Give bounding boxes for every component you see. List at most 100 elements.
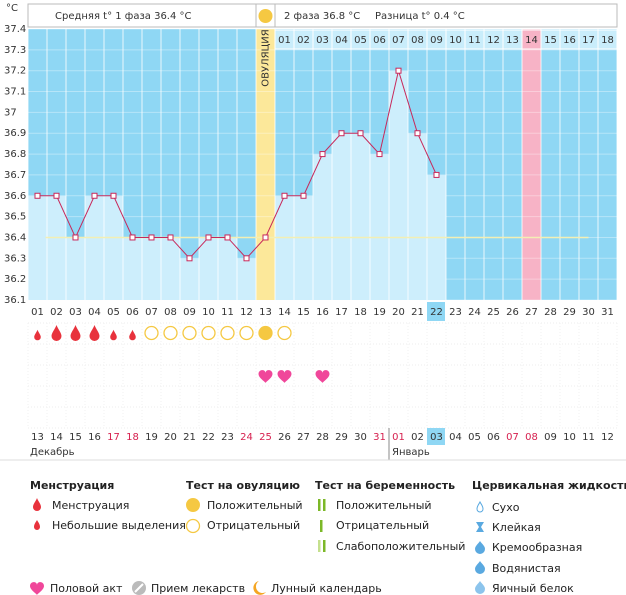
ovulation-sun [258,9,273,23]
x-tick-label: 09 [183,307,196,318]
date-label: 22 [202,432,215,443]
legend-icon [318,540,321,552]
x-tick-label: 11 [221,307,234,318]
date-label: 08 [525,432,538,443]
legend-title: Тест на беременность [315,479,455,492]
bar [294,195,313,300]
bar [351,133,370,300]
phase2-day: 13 [506,35,519,46]
x-tick-label: 05 [107,307,120,318]
legend-icon [476,500,484,513]
intercourse-heart [277,370,292,383]
legend-item: Отрицательный [336,519,429,532]
temperature-point [148,234,155,241]
temperature-point [414,130,421,137]
y-tick-label: 36.7 [4,170,26,181]
legend-icon [134,583,144,593]
y-axis-label: °C [6,3,18,14]
date-label: 05 [468,432,481,443]
ovulation-test [182,325,197,341]
menstruation-drop [89,325,100,342]
menstruation-drop [34,329,41,341]
phase2-day: 04 [335,35,348,46]
x-tick-label: 27 [525,307,538,318]
bar [66,237,85,300]
legend-icon [30,582,44,595]
temperature-difference: Разница t° 0.4 °C [375,11,465,22]
date-label: 18 [126,432,139,443]
temperature-point [243,255,250,262]
legend-icon [475,561,485,574]
bar [256,237,275,300]
phase2-average: 2 фаза 36.8 °C [284,11,360,22]
x-tick-label: 03 [69,307,82,318]
y-tick-label: 37 [4,107,17,118]
x-tick-label: 17 [335,307,348,318]
temperature-point [91,192,98,199]
date-label: 28 [316,432,329,443]
x-tick-label: 02 [50,307,63,318]
x-tick-label: 24 [468,307,481,318]
x-tick-label: 16 [316,307,329,318]
legend-title: Цервикальная жидкость [472,479,626,492]
x-tick-label: 18 [354,307,367,318]
phase2-day: 11 [468,35,481,46]
ovulation-test [239,325,254,341]
legend-item: Положительный [207,499,303,512]
x-tick-label: 04 [88,307,101,318]
ovulation-test [277,325,292,341]
date-label: 12 [601,432,614,443]
x-tick-label: 12 [240,307,253,318]
ovulation-label: ОВУЛЯЦИЯ [261,29,272,87]
date-label: 09 [544,432,557,443]
month-label: Январь [392,447,430,458]
date-label: 10 [563,432,576,443]
x-tick-label: 19 [373,307,386,318]
x-tick-label: 14 [278,307,291,318]
today-date-box [427,428,445,445]
temperature-point [395,67,402,74]
date-label: 13 [31,432,44,443]
date-label: 15 [69,432,82,443]
temperature-point [433,171,440,178]
temperature-point [376,151,383,158]
x-tick-label: 20 [392,307,405,318]
x-tick-label: 31 [601,307,614,318]
legend-item: Прием лекарств [151,582,245,595]
legend-icon [476,522,484,532]
month-label: Декабрь [30,447,75,458]
bar [408,133,427,300]
bar [218,237,237,300]
legend-icon [320,520,323,532]
ovulation-test [163,325,178,341]
phase2-day: 09 [430,35,443,46]
legend-icon [323,499,326,511]
date-label: 26 [278,432,291,443]
header-box [27,3,618,28]
bar [180,258,199,300]
date-label: 01 [392,432,405,443]
x-tick-label: 07 [145,307,158,318]
legend-item: Положительный [336,499,432,512]
legend-icon [34,520,40,530]
x-tick-label: 06 [126,307,139,318]
bar [275,195,294,300]
date-label: 11 [582,432,595,443]
bar [104,195,123,300]
marked-column [522,29,541,300]
y-tick-label: 36.4 [4,232,26,243]
today-box [427,302,445,321]
x-tick-label: 21 [411,307,424,318]
phase2-day: 14 [525,35,538,46]
ovulation-test [201,325,216,341]
y-tick-label: 36.5 [4,212,26,223]
legend-item: Водянистая [492,562,561,575]
x-tick-label: 10 [202,307,215,318]
date-label: 20 [164,432,177,443]
x-tick-label: 22 [430,307,443,318]
date-label: 19 [145,432,158,443]
ovulation-column [256,29,275,300]
phase2-day: 05 [354,35,367,46]
bar [28,195,47,300]
